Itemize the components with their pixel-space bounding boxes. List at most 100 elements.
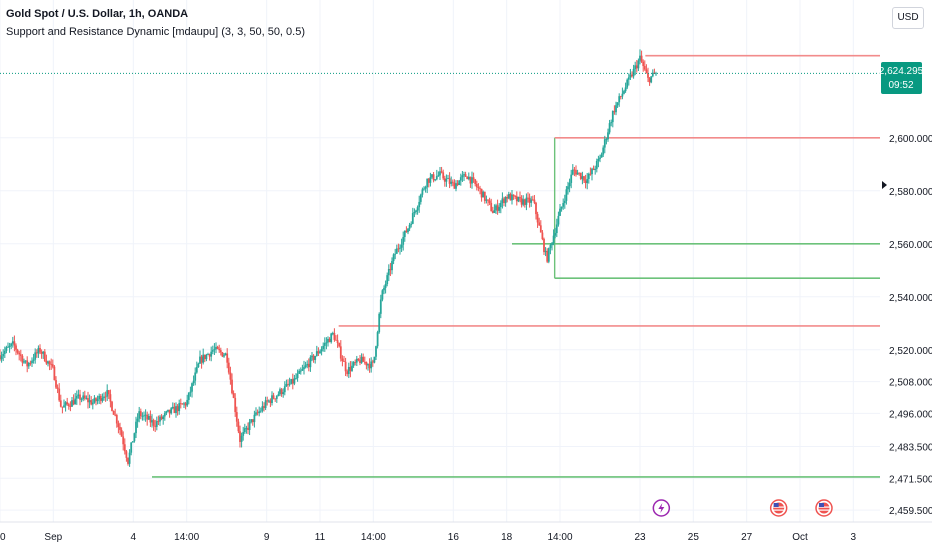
candle-body (623, 91, 625, 94)
candle-body (51, 364, 54, 367)
candle-body (275, 395, 278, 399)
candle-body (339, 346, 342, 359)
candle-body (336, 340, 339, 343)
candle-body (101, 398, 104, 401)
price-tick-label: 2,496.000 (889, 409, 932, 420)
candle-body (592, 168, 595, 170)
candle-body (503, 198, 505, 204)
candle-body (378, 313, 381, 333)
candle-body (615, 105, 617, 113)
candle-body (642, 61, 645, 67)
candle-body (10, 343, 13, 346)
time-tick-label: 18 (501, 532, 513, 543)
candle-body (144, 414, 147, 416)
candle-body (104, 396, 107, 398)
candle-body (248, 421, 251, 430)
indicator-legend[interactable]: Support and Resistance Dynamic [mdaupu] … (6, 26, 305, 38)
candle-body (152, 420, 155, 426)
candle-body (517, 196, 520, 202)
candle-body (621, 93, 624, 97)
candle-body (511, 194, 513, 201)
candle-body (255, 412, 257, 415)
candle-body (394, 253, 397, 255)
candle-body (573, 169, 576, 171)
candle-body (421, 189, 424, 195)
candle-body (197, 363, 200, 368)
candle-body (77, 394, 80, 397)
candle-body (224, 353, 227, 356)
candle-body (507, 194, 510, 199)
candle-body (407, 228, 409, 233)
us-flag-icon[interactable] (769, 499, 788, 517)
lightning-icon[interactable] (652, 499, 671, 517)
time-tick-label: 9 (264, 532, 270, 543)
candle-body (176, 406, 179, 412)
candle-body (397, 248, 400, 250)
candle-body (162, 416, 165, 420)
candle-body (331, 333, 334, 334)
candle-body (314, 356, 317, 360)
candle-body (346, 371, 349, 375)
last-price-value: 2,624.295 (879, 66, 924, 77)
price-axis[interactable]: 2,459.500 2,471.500 2,483.500 2,496.000 2,50… (882, 134, 932, 517)
currency-button[interactable]: USD (892, 7, 924, 29)
candle-body (139, 411, 142, 417)
candle-body (480, 188, 483, 198)
candle-body (261, 406, 264, 411)
candle-body (634, 65, 637, 69)
candle-body (0, 356, 3, 360)
candle-body (543, 239, 545, 253)
candle-body (221, 352, 224, 357)
candle-body (424, 187, 427, 189)
candle-body (207, 354, 209, 355)
event-markers[interactable] (652, 499, 833, 517)
candle-body (610, 122, 613, 124)
candle-body (323, 343, 326, 346)
candle-body (493, 210, 496, 213)
candle-body (42, 351, 45, 354)
candle-body (165, 411, 168, 414)
candle-body (258, 411, 261, 414)
candle-body (98, 395, 101, 400)
candle-body (618, 96, 621, 103)
candle-body (26, 360, 29, 367)
candle-body (475, 184, 478, 188)
time-axis[interactable]: 30 Sep 4 14:00 9 11 14:00 16 18 14:00 23 25 27 Oct 3 (0, 521, 932, 543)
candle-body (599, 157, 601, 159)
candle-body (627, 77, 630, 80)
candle-body (322, 345, 325, 349)
chart-grid (0, 0, 880, 522)
candle-body (175, 406, 177, 413)
time-tick-label: 16 (448, 532, 460, 543)
candle-body (122, 436, 125, 445)
chart-title[interactable]: Gold Spot / U.S. Dollar, 1h, OANDA (6, 8, 189, 20)
candle-body (442, 172, 445, 179)
candle-body (95, 398, 97, 402)
candle-body (567, 186, 569, 190)
candle-body (429, 177, 432, 183)
price-tick-label: 2,560.000 (889, 240, 932, 251)
time-tick-label: 23 (634, 532, 646, 543)
time-tick-label: 30 (0, 532, 6, 543)
candle-body (178, 403, 181, 412)
candle-body (87, 398, 89, 403)
candle-body (496, 205, 499, 211)
candle-body (631, 74, 633, 77)
candle-body (607, 132, 609, 140)
candle-body (211, 350, 214, 352)
price-tick-label: 2,483.500 (889, 442, 932, 453)
candle-body (488, 200, 491, 203)
candle-body (632, 68, 635, 77)
candle-body (8, 345, 11, 347)
candle-body (229, 372, 232, 380)
candle-body (304, 365, 307, 368)
candle-body (227, 362, 230, 373)
candle-body (531, 199, 534, 201)
candle-body (347, 366, 350, 375)
us-flag-icon-stripe (773, 506, 785, 508)
us-flag-icon[interactable] (815, 499, 833, 517)
candle-body (370, 361, 373, 369)
candle-body (368, 364, 371, 369)
candle-body (509, 194, 512, 201)
